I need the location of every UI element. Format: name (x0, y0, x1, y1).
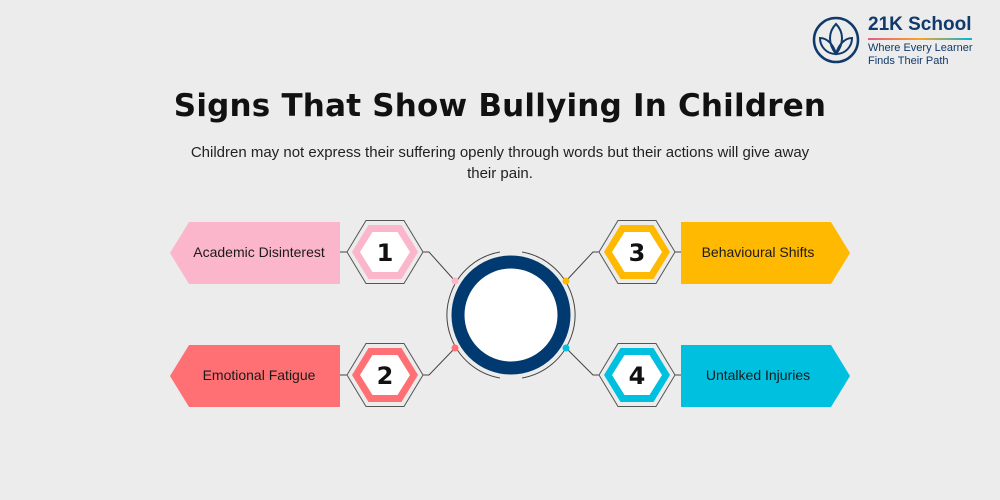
hexagon-inner (360, 232, 410, 272)
connector-dot (562, 344, 570, 352)
brand-tagline: Where Every Learner Finds Their Path (868, 42, 973, 68)
sign-item-1: Academic Disinterest 1 (170, 220, 459, 285)
label-box (681, 222, 850, 284)
sign-label: Emotional Fatigue (203, 367, 316, 383)
outer-arc (522, 251, 572, 294)
hexagon-inner (612, 355, 662, 395)
connector-line (565, 347, 600, 376)
sign-label: Behavioural Shifts (702, 244, 815, 260)
page-title: Signs That Show Bullying In Children (173, 88, 827, 124)
sign-label: Academic Disinterest (193, 244, 325, 260)
label-box (170, 222, 340, 284)
connector-dot (451, 344, 459, 352)
tagline-line-2: Finds Their Path (868, 55, 949, 67)
sign-number: 3 (629, 239, 646, 267)
connector-line (565, 251, 600, 282)
connector-line (422, 251, 456, 282)
sign-number: 4 (629, 362, 646, 390)
sign-item-3: Behavioural Shifts 3 (562, 220, 850, 285)
hexagon-inner (360, 355, 410, 395)
center-ring (451, 255, 571, 375)
tagline-line-1: Where Every Learner (868, 42, 973, 54)
connector-line (422, 347, 456, 376)
hexagon-inner (612, 232, 662, 272)
outer-arc (522, 336, 572, 379)
brand-name: 21K School (868, 14, 972, 35)
outer-arc (450, 336, 500, 379)
brand-logo: 21K School Where Every Learner Finds The… (812, 14, 997, 70)
sign-label: Untalked Injuries (706, 367, 810, 383)
outer-arc (450, 251, 500, 294)
connector-dot (562, 277, 570, 285)
outer-arc (446, 292, 452, 338)
sign-number: 1 (377, 239, 394, 267)
label-box (170, 345, 340, 407)
label-box (681, 345, 850, 407)
page-subtitle: Children may not express their suffering… (190, 144, 810, 182)
outer-arc (570, 292, 576, 338)
connector-dot (451, 277, 459, 285)
brand-underline (868, 38, 972, 40)
lotus-icon (812, 16, 860, 64)
sign-item-2: Emotional Fatigue 2 (170, 343, 459, 407)
sign-number: 2 (377, 362, 394, 390)
sign-item-4: Untalked Injuries 4 (562, 343, 850, 407)
